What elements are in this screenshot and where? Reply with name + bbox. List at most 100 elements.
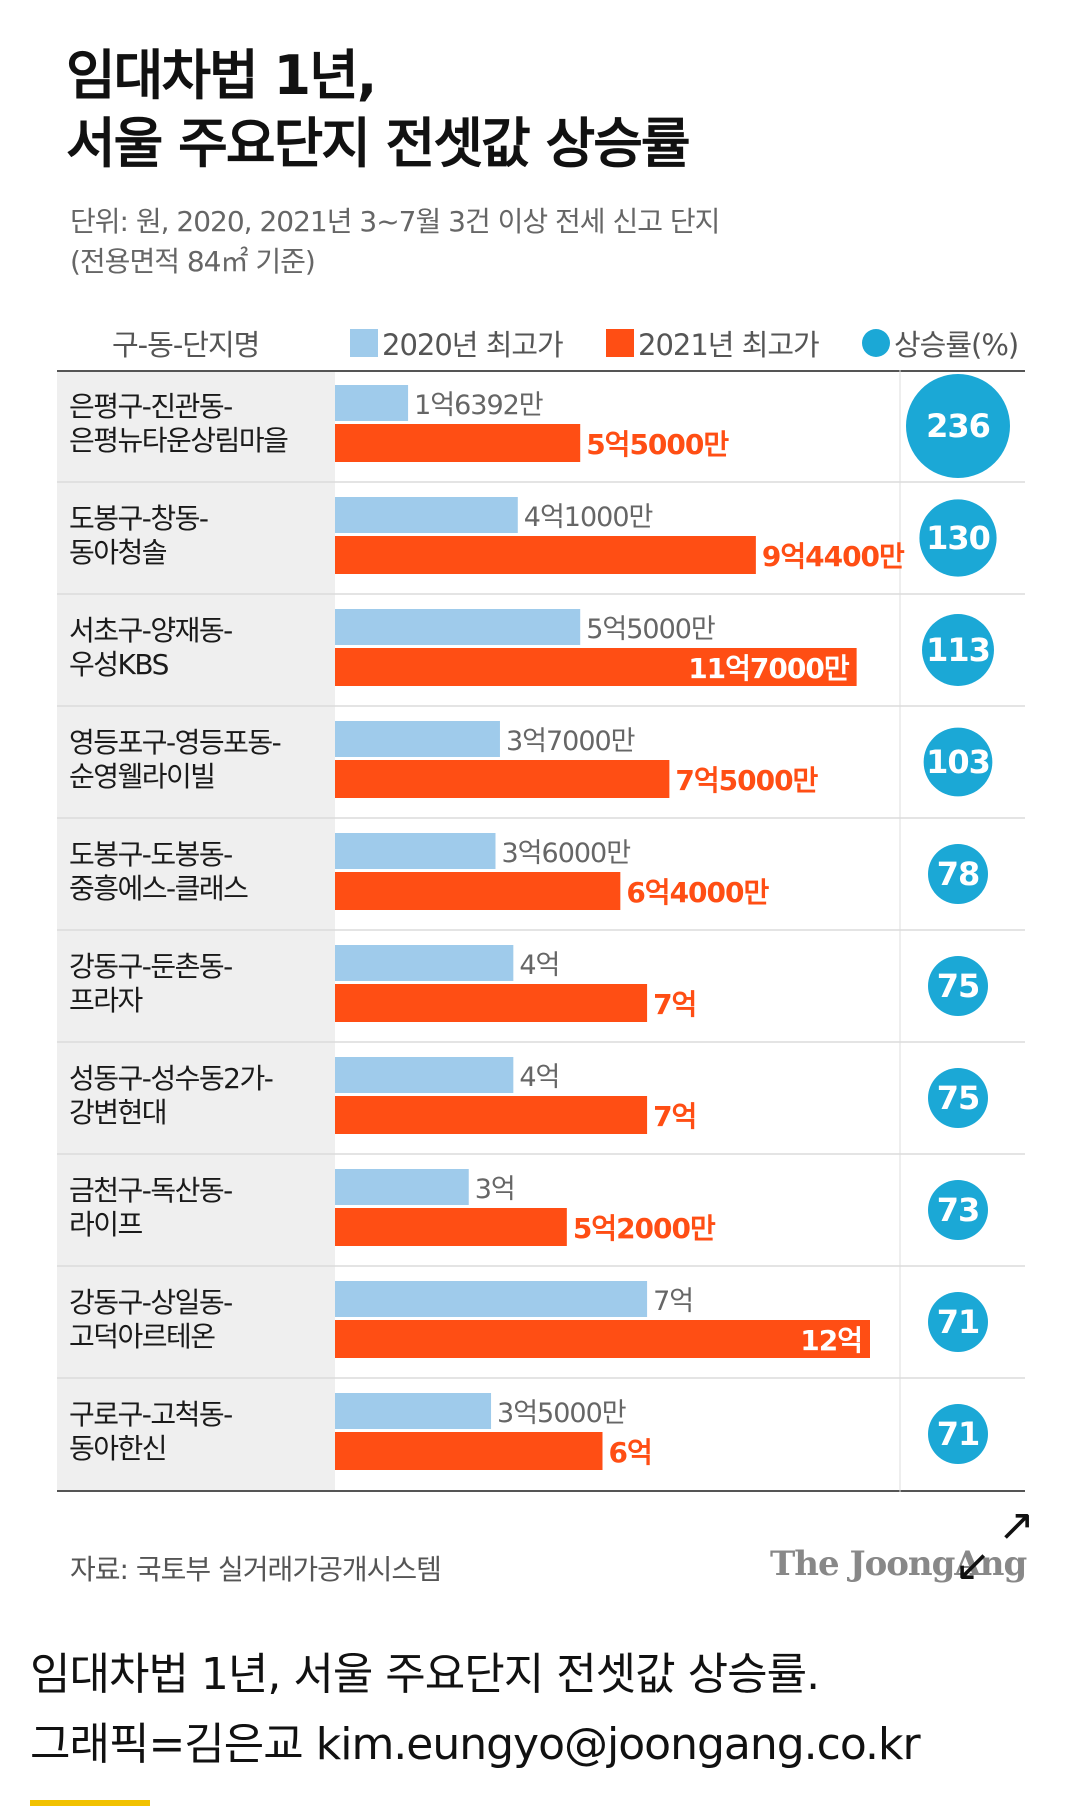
rate-circle bbox=[922, 614, 994, 686]
category-label: 구로구-고척동- 동아한신 bbox=[69, 1398, 233, 1466]
bar-2021 bbox=[335, 648, 857, 686]
legend-swatch-2020 bbox=[350, 329, 378, 357]
rate-label: 103 bbox=[926, 743, 990, 781]
category-label: 도봉구-창동- 동아청솔 bbox=[69, 502, 209, 570]
value-label-2021: 12억 bbox=[800, 1324, 862, 1357]
row-header-label: 구-동-단지명 bbox=[112, 328, 260, 362]
legend-label-rate: 상승률(%) bbox=[894, 328, 1019, 362]
legend-swatch-2021 bbox=[606, 329, 634, 357]
value-label-2020: 4억 bbox=[519, 1062, 559, 1093]
bar-2021 bbox=[335, 424, 581, 462]
category-label-line: 강동구-상일동- bbox=[69, 1286, 233, 1319]
unit-note-line-1: 단위: 원, 2020, 2021년 3~7월 3건 이상 전세 신고 단지 bbox=[70, 205, 720, 238]
bar-2020 bbox=[335, 1057, 514, 1093]
bar-2020 bbox=[335, 1393, 492, 1429]
category-label-line: 서초구-양재동- bbox=[69, 614, 233, 647]
category-label-line: 우성KBS bbox=[69, 648, 169, 681]
chart-title: 임대차법 1년, 서울 주요단지 전셋값 상승률 bbox=[66, 42, 691, 178]
category-label-line: 강동구-둔촌동- bbox=[69, 950, 233, 983]
caption-line-1: 임대차법 1년, 서울 주요단지 전셋값 상승률. bbox=[30, 1649, 820, 1700]
category-label: 도봉구-도봉동- 중흥에스-클래스 bbox=[69, 838, 249, 906]
bar-2020 bbox=[335, 721, 500, 757]
category-label-line: 라이프 bbox=[69, 1208, 143, 1241]
legend-item-rate: 상승률(%) bbox=[862, 322, 1019, 364]
rate-label: 130 bbox=[926, 519, 990, 557]
category-label-line: 고덕아르테온 bbox=[69, 1320, 216, 1353]
unit-note: 단위: 원, 2020, 2021년 3~7월 3건 이상 전세 신고 단지 (… bbox=[70, 202, 720, 282]
unit-note-line-2: (전용면적 84㎡ 기준) bbox=[70, 245, 316, 278]
legend-label-2021: 2021년 최고가 bbox=[638, 328, 820, 362]
bar-2020 bbox=[335, 609, 581, 645]
category-label-line: 영등포구-영등포동- bbox=[69, 726, 282, 759]
bar-2020 bbox=[335, 1169, 469, 1205]
legend-item-2021: 2021년 최고가 bbox=[606, 322, 820, 364]
chart-svg: 1억6392만 5억5000만 236 4억1000만 9억4400만 130 5억5000… bbox=[57, 370, 1025, 1492]
category-label: 서초구-양재동- 우성KBS bbox=[69, 614, 233, 682]
rate-circle bbox=[928, 1404, 988, 1464]
rate-circle bbox=[928, 1292, 988, 1352]
expand-arrows-icon[interactable]: ↗ ↙ bbox=[954, 1500, 1035, 1591]
category-label-line: 은평구-진관동- bbox=[69, 390, 233, 423]
bar-2020 bbox=[335, 385, 409, 421]
category-label: 영등포구-영등포동- 순영웰라이빌 bbox=[69, 726, 282, 794]
category-label-line: 순영웰라이빌 bbox=[69, 760, 216, 793]
bar-2020 bbox=[335, 945, 514, 981]
category-label-line: 은평뉴타운상림마을 bbox=[69, 424, 289, 457]
value-label-2020: 3억7000만 bbox=[506, 726, 635, 757]
bar-2021 bbox=[335, 760, 670, 798]
legend-dot-rate bbox=[862, 329, 890, 357]
value-label-2021: 7억 bbox=[653, 988, 696, 1021]
value-label-2021: 6억4000만 bbox=[626, 876, 769, 909]
category-label: 강동구-상일동- 고덕아르테온 bbox=[69, 1286, 233, 1354]
source-note: 자료: 국토부 실거래가공개시스템 bbox=[70, 1553, 442, 1586]
value-label-2021: 5억2000만 bbox=[573, 1212, 716, 1245]
category-label-line: 프라자 bbox=[69, 984, 143, 1017]
value-label-2020: 3억5000만 bbox=[497, 1398, 626, 1429]
value-label-2020: 4억 bbox=[519, 950, 559, 981]
bar-2021 bbox=[335, 1320, 870, 1358]
photo-caption: 임대차법 1년, 서울 주요단지 전셋값 상승률. 그래픽=김은교 kim.eu… bbox=[30, 1640, 921, 1780]
category-label-line: 도봉구-창동- bbox=[69, 502, 209, 535]
value-label-2020: 5억5000만 bbox=[586, 614, 715, 645]
rate-label: 71 bbox=[937, 1415, 980, 1453]
legend-item-2020: 2020년 최고가 bbox=[350, 322, 564, 364]
category-label-line: 도봉구-도봉동- bbox=[69, 838, 233, 871]
category-label-line: 강변현대 bbox=[69, 1096, 168, 1129]
bar-2021 bbox=[335, 536, 756, 574]
category-label: 성동구-성수동2가- 강변현대 bbox=[69, 1062, 274, 1130]
value-label-2021: 7억5000만 bbox=[675, 764, 818, 797]
rate-label: 75 bbox=[937, 967, 980, 1005]
bar-2021 bbox=[335, 1432, 603, 1470]
bar-2021 bbox=[335, 1096, 648, 1134]
value-label-2020: 4억1000만 bbox=[524, 502, 653, 533]
rate-label: 73 bbox=[937, 1191, 980, 1229]
rate-circle bbox=[928, 956, 988, 1016]
caption-line-2: 그래픽=김은교 kim.eungyo@joongang.co.kr bbox=[30, 1719, 921, 1770]
caption-accent-bar bbox=[30, 1800, 150, 1806]
bar-2020 bbox=[335, 833, 496, 869]
category-label-line: 동아청솔 bbox=[69, 536, 168, 569]
rate-circle bbox=[928, 844, 988, 904]
category-label: 강동구-둔촌동- 프라자 bbox=[69, 950, 233, 1018]
value-label-2021: 5억5000만 bbox=[586, 428, 729, 461]
rate-circle bbox=[928, 1068, 988, 1128]
value-label-2020: 3억6000만 bbox=[502, 838, 631, 869]
value-label-2020: 7억 bbox=[653, 1286, 693, 1317]
value-label-2021: 7억 bbox=[653, 1100, 696, 1133]
rate-label: 236 bbox=[926, 407, 990, 445]
bar-2020 bbox=[335, 497, 518, 533]
value-label-2020: 1억6392만 bbox=[414, 390, 543, 421]
legend-label-2020: 2020년 최고가 bbox=[382, 328, 564, 362]
rate-circle bbox=[919, 499, 997, 577]
category-label-line: 금천구-독산동- bbox=[69, 1174, 233, 1207]
value-label-2020: 3억 bbox=[475, 1174, 515, 1205]
bar-2021 bbox=[335, 1208, 567, 1246]
value-label-2021: 9억4400만 bbox=[762, 540, 905, 573]
rate-circle bbox=[928, 1180, 988, 1240]
bar-2020 bbox=[335, 1281, 648, 1317]
rate-circle bbox=[923, 727, 993, 797]
category-label-line: 성동구-성수동2가- bbox=[69, 1062, 274, 1095]
category-label: 금천구-독산동- 라이프 bbox=[69, 1174, 233, 1242]
rate-circle bbox=[906, 374, 1010, 478]
legend: 구-동-단지명 2020년 최고가 2021년 최고가 상승률(%) bbox=[0, 322, 1080, 366]
